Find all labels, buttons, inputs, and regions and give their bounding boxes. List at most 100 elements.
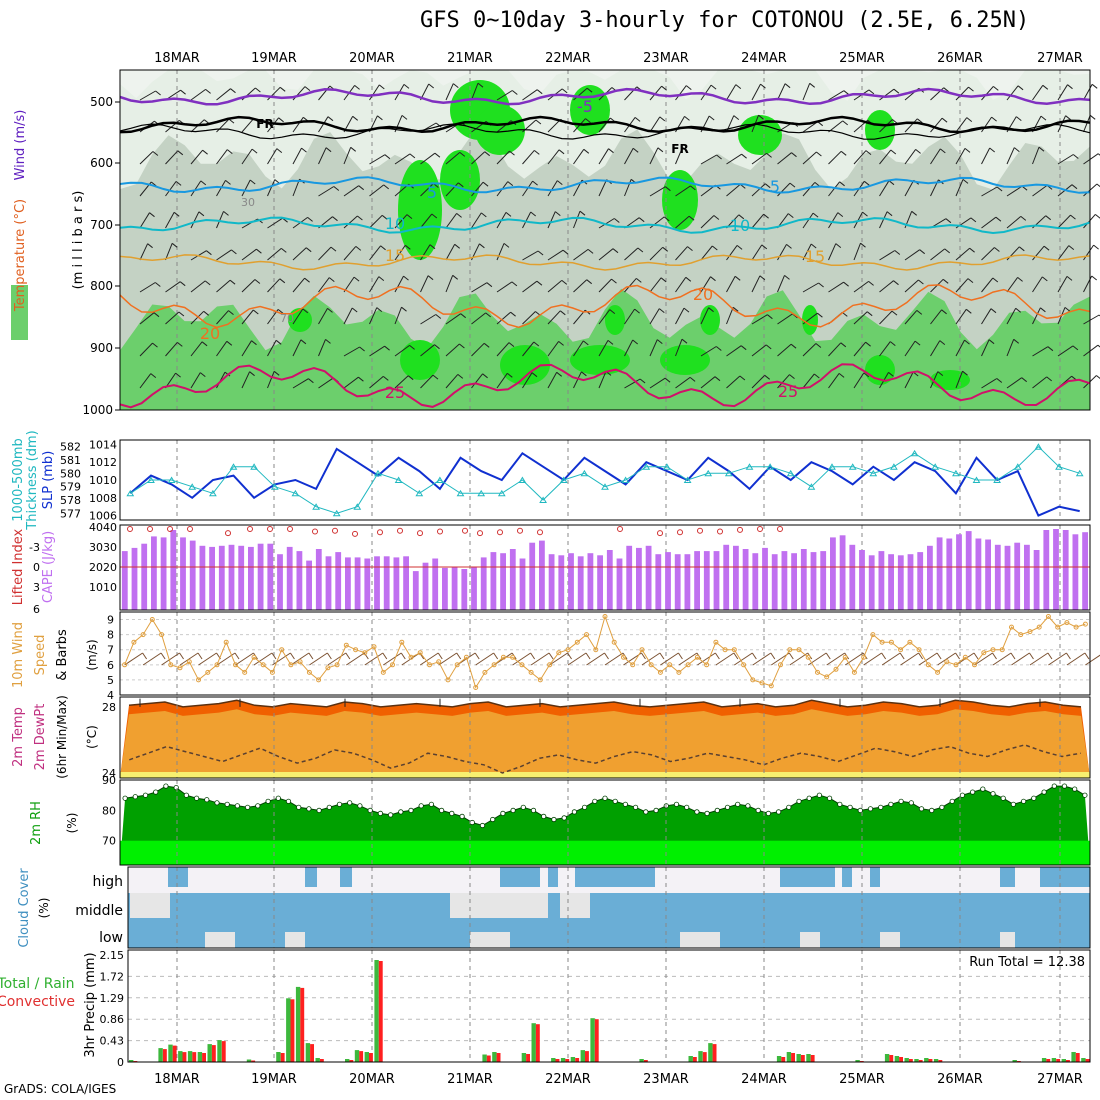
wind-speed-marker <box>842 654 848 660</box>
surface-wind-barb-tick <box>678 652 683 660</box>
rh2m-light-band <box>120 840 1090 865</box>
wind-barb <box>675 277 687 293</box>
wind-barb-tick <box>964 148 971 153</box>
rh2m-marker <box>204 797 210 803</box>
cape-bar <box>781 551 788 610</box>
surface-wind-barb <box>1066 652 1086 666</box>
wind-barb <box>904 149 917 165</box>
wind-barb-tick <box>685 276 692 282</box>
cape-bar <box>335 552 342 610</box>
wind-barb <box>598 218 615 229</box>
wind-barb-tick <box>558 341 564 346</box>
precip-convective-bar <box>810 1055 815 1062</box>
wind-barb-tick <box>482 181 489 187</box>
wind-barb <box>292 179 300 197</box>
li-marker <box>737 526 743 533</box>
wind-barb-tick <box>226 340 233 346</box>
wind-barb-tick <box>228 310 234 315</box>
wind-barb <box>1083 314 1100 325</box>
wind-barb-tick <box>583 148 590 154</box>
isotherm-label: 10 <box>385 214 405 233</box>
rh2m-label: 2m RH <box>29 801 44 845</box>
wind-barb <box>343 246 357 261</box>
temp-side-label: (°C) <box>85 725 99 749</box>
cape-bar <box>577 556 584 610</box>
wind-barb <box>879 250 896 261</box>
rh-blob <box>662 170 698 230</box>
wind-barb <box>471 342 485 357</box>
wind-barb <box>573 279 588 293</box>
cape-bar <box>141 543 148 610</box>
surface-wind-barb <box>1085 654 1100 666</box>
thickness-marker <box>931 463 940 470</box>
wind-barb-tick <box>175 372 181 378</box>
precip-total-bar <box>924 1058 929 1062</box>
cape-bar <box>655 554 662 610</box>
high-cloud-block <box>575 867 655 887</box>
wind-speed-marker <box>288 662 294 668</box>
wind-barb <box>267 340 277 357</box>
precip-total-bar <box>904 1058 909 1062</box>
wind-barb <box>165 281 181 293</box>
rh-blob <box>400 340 440 380</box>
wind-barb-tick <box>992 86 999 91</box>
precip-convective-bar <box>565 1059 570 1062</box>
date-label-top: 24MAR <box>741 51 787 66</box>
wind-barb <box>267 117 279 133</box>
wind-barb-tick <box>656 339 663 344</box>
wind-barb-tick <box>477 82 484 88</box>
wind-barb-tick <box>818 282 824 288</box>
wind-barb-tick <box>582 340 589 346</box>
wind-speed-marker <box>362 650 368 656</box>
rh2m-marker <box>908 800 914 806</box>
surface-wind-barb <box>475 652 494 666</box>
cape-bar <box>975 538 982 610</box>
isotherm-label: 10 <box>730 216 750 235</box>
thickness-marker <box>972 476 981 483</box>
wind-barb <box>165 181 177 197</box>
wind-barb <box>445 213 458 229</box>
wind-barb <box>802 151 817 165</box>
wind-barb <box>981 247 995 261</box>
isotherm-line <box>119 176 1091 194</box>
rh2m-marker <box>745 803 751 809</box>
rh2m-marker <box>918 806 925 812</box>
wind-barb <box>649 147 659 165</box>
wind-barb <box>777 152 792 165</box>
cape-bar <box>859 550 865 610</box>
wind-speed-marker <box>463 654 469 660</box>
wind-barb <box>700 376 716 389</box>
wind-barb-tick <box>687 246 693 251</box>
rh2m-marker <box>1082 792 1088 798</box>
wind-barb-tick <box>866 311 873 317</box>
wind-barb <box>496 281 513 293</box>
wind-speed-marker <box>796 647 802 653</box>
pressure-tick: 1000 <box>82 403 113 417</box>
wind-barb-tick <box>682 147 688 152</box>
wind-barb-tick <box>581 371 587 377</box>
wind-barb <box>394 214 408 229</box>
wind-barb-tick <box>330 246 337 252</box>
wind-barb <box>216 279 231 293</box>
wind-barb <box>343 147 352 165</box>
precip-total-bar <box>207 1044 212 1062</box>
wind-barb-tick <box>759 275 766 281</box>
wind-barb <box>420 152 436 165</box>
cape-bar <box>762 547 768 610</box>
wind-barb-tick <box>457 374 464 379</box>
precip-tick: 1.72 <box>100 970 125 983</box>
wind-barb <box>598 309 611 325</box>
thickness-tick: 582 <box>60 441 81 454</box>
wind-barb-tick <box>1093 244 1099 250</box>
wind-speed-marker <box>343 642 349 648</box>
li-marker <box>247 526 253 532</box>
wind-barb <box>1083 214 1096 229</box>
wind-speed-marker <box>750 677 756 683</box>
rh2m-marker <box>1031 795 1037 801</box>
wind-barb-tick <box>657 147 664 153</box>
wind-barb-tick <box>888 372 894 377</box>
rh2m-marker <box>490 816 496 823</box>
wind-barb <box>445 374 459 389</box>
thickness-marker <box>332 509 341 517</box>
wind-barb-tick <box>558 149 565 155</box>
